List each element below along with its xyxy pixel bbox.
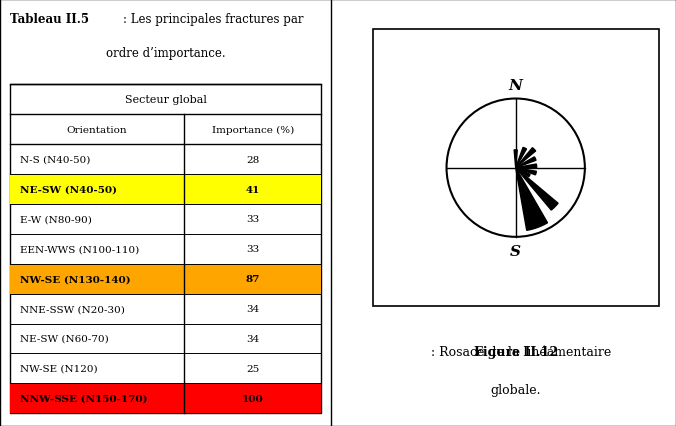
Text: N: N bbox=[508, 78, 523, 92]
Bar bbox=[10, 264, 321, 294]
Polygon shape bbox=[516, 168, 536, 176]
Text: NNW-SSE (N150-170): NNW-SSE (N150-170) bbox=[20, 394, 147, 403]
Text: EEN-WWS (N100-110): EEN-WWS (N100-110) bbox=[20, 245, 139, 254]
Text: NW-SE (N130-140): NW-SE (N130-140) bbox=[20, 274, 130, 284]
Text: Tableau II.5: Tableau II.5 bbox=[10, 13, 89, 26]
Polygon shape bbox=[516, 168, 548, 231]
Bar bbox=[372, 30, 658, 307]
Text: 28: 28 bbox=[246, 155, 260, 164]
Text: 41: 41 bbox=[245, 185, 260, 194]
Polygon shape bbox=[514, 150, 517, 168]
Bar bbox=[10, 85, 321, 413]
Text: N-S (N40-50): N-S (N40-50) bbox=[20, 155, 91, 164]
Bar bbox=[10, 383, 321, 413]
Text: 33: 33 bbox=[246, 245, 260, 254]
Polygon shape bbox=[516, 168, 558, 210]
Text: globale.: globale. bbox=[490, 383, 541, 396]
Text: : Les principales fractures par: : Les principales fractures par bbox=[122, 13, 303, 26]
Polygon shape bbox=[516, 148, 527, 168]
Text: 87: 87 bbox=[245, 274, 260, 284]
Text: 25: 25 bbox=[246, 364, 260, 373]
Text: 100: 100 bbox=[242, 394, 264, 403]
Polygon shape bbox=[516, 148, 535, 168]
Polygon shape bbox=[516, 168, 530, 177]
Text: 34: 34 bbox=[246, 334, 260, 343]
Text: Importance (%): Importance (%) bbox=[212, 125, 294, 135]
Text: : Rosace de la linéamentaire: : Rosace de la linéamentaire bbox=[427, 345, 611, 358]
Text: 34: 34 bbox=[246, 304, 260, 314]
Text: Secteur global: Secteur global bbox=[124, 95, 207, 105]
Text: E-W (N80-90): E-W (N80-90) bbox=[20, 215, 92, 224]
Text: Figure II.12: Figure II.12 bbox=[474, 345, 558, 358]
Text: Orientation: Orientation bbox=[67, 125, 128, 135]
Bar bbox=[10, 175, 321, 204]
Text: 33: 33 bbox=[246, 215, 260, 224]
Text: NNE-SSW (N20-30): NNE-SSW (N20-30) bbox=[20, 304, 125, 314]
Text: NW-SE (N120): NW-SE (N120) bbox=[20, 364, 97, 373]
Text: S: S bbox=[510, 244, 521, 258]
Text: NE-SW (N40-50): NE-SW (N40-50) bbox=[20, 185, 117, 194]
Text: ordre d’importance.: ordre d’importance. bbox=[106, 47, 225, 60]
Polygon shape bbox=[516, 158, 536, 168]
Polygon shape bbox=[516, 164, 537, 168]
Text: NE-SW (N60-70): NE-SW (N60-70) bbox=[20, 334, 109, 343]
